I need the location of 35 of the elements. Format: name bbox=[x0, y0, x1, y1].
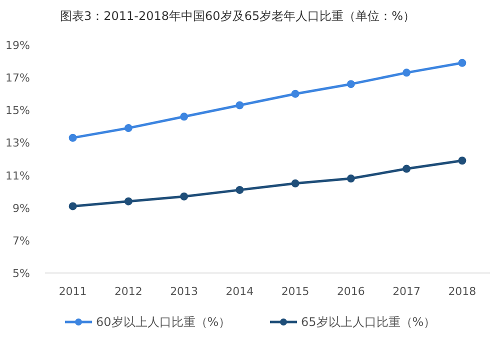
point bbox=[180, 112, 188, 121]
point bbox=[236, 186, 244, 194]
y-tick-label: 9% bbox=[12, 202, 30, 215]
y-tick-label: 15% bbox=[6, 104, 30, 118]
y-tick-label: 13% bbox=[6, 136, 30, 150]
legend-label: 65岁以上人口比重（%） bbox=[301, 315, 436, 329]
point bbox=[346, 174, 355, 183]
point bbox=[124, 124, 132, 132]
x-tick-label: 2015 bbox=[281, 285, 310, 298]
y-tick-label: 19% bbox=[6, 39, 30, 52]
point bbox=[180, 192, 188, 200]
point bbox=[346, 80, 355, 88]
point bbox=[402, 164, 411, 173]
x-tick-label: 2012 bbox=[114, 285, 142, 298]
point bbox=[124, 197, 132, 206]
y-tick-label: 17% bbox=[6, 72, 30, 85]
x-tick-label: 2013 bbox=[170, 285, 198, 298]
x-tick-label: 2014 bbox=[226, 285, 254, 298]
y-tick-label: 5% bbox=[12, 267, 30, 280]
point bbox=[402, 68, 411, 77]
point bbox=[236, 101, 244, 110]
point bbox=[458, 156, 466, 165]
point bbox=[291, 179, 300, 188]
x-tick-label: 2011 bbox=[58, 285, 87, 298]
x-tick-label: 2018 bbox=[448, 285, 476, 298]
x-tick-label: 2017 bbox=[392, 285, 421, 298]
point bbox=[68, 134, 77, 142]
chart-title: 图表3：2011-2018年中国60岁及65岁老年人口比重（单位：%） bbox=[60, 9, 415, 23]
y-tick-label: 7% bbox=[12, 234, 30, 248]
x-tick-label: 2016 bbox=[336, 285, 365, 298]
legend-label: 60岁以上人口比重（%） bbox=[96, 315, 231, 329]
point bbox=[291, 90, 300, 98]
point bbox=[458, 58, 466, 67]
point bbox=[68, 202, 77, 210]
y-tick-label: 11% bbox=[6, 169, 30, 182]
